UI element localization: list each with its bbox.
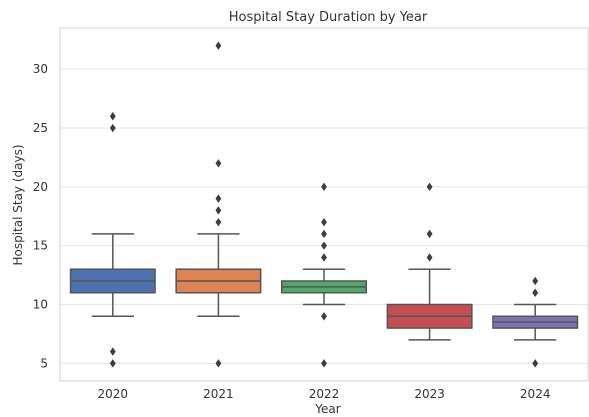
outlier-point bbox=[215, 41, 222, 50]
y-tick-label: 15 bbox=[33, 239, 48, 253]
outlier-point bbox=[109, 347, 116, 356]
outlier-point bbox=[321, 229, 327, 239]
outlier-point bbox=[321, 217, 327, 227]
outlier-point bbox=[215, 194, 222, 203]
y-tick-label: 10 bbox=[33, 298, 48, 312]
y-tick-label: 5 bbox=[40, 356, 48, 370]
outlier-point bbox=[426, 229, 433, 239]
x-tick-label: 2020 bbox=[98, 387, 129, 401]
outlier-point bbox=[426, 253, 433, 262]
x-tick-label: 2024 bbox=[520, 387, 551, 401]
y-tick-labels: 5 10 15 20 25 30 bbox=[33, 62, 48, 370]
outlier-point bbox=[215, 217, 222, 227]
x-tick-label: 2021 bbox=[203, 387, 234, 401]
outlier-point bbox=[321, 182, 327, 192]
x-tick-label: 2022 bbox=[309, 387, 340, 401]
y-axis-title: Hospital Stay (days) bbox=[11, 144, 25, 265]
outlier-point bbox=[532, 276, 539, 286]
outlier-point bbox=[109, 123, 116, 133]
outlier-point bbox=[215, 159, 222, 168]
outlier-point bbox=[215, 359, 222, 368]
box-2023 bbox=[386, 182, 473, 341]
y-tick-label: 20 bbox=[33, 180, 48, 194]
outlier-point bbox=[532, 288, 539, 297]
outlier-point bbox=[109, 359, 116, 368]
box-2024 bbox=[492, 276, 579, 368]
outlier-point bbox=[321, 312, 327, 321]
plot-frame bbox=[59, 27, 589, 382]
box-2022 bbox=[281, 182, 367, 368]
x-tick-labels: 2020 2021 2022 2023 2024 bbox=[98, 387, 551, 401]
outlier-point bbox=[321, 359, 327, 368]
y-tick-label: 30 bbox=[33, 62, 48, 76]
chart-title: Hospital Stay Duration by Year bbox=[229, 10, 428, 25]
outlier-point bbox=[532, 359, 539, 368]
x-axis-title: Year bbox=[314, 402, 340, 416]
outlier-point bbox=[321, 241, 327, 250]
x-tick-label: 2023 bbox=[414, 387, 445, 401]
box-2021 bbox=[175, 41, 262, 368]
y-tick-label: 25 bbox=[33, 121, 48, 135]
boxes bbox=[69, 41, 579, 368]
outlier-point bbox=[109, 112, 116, 121]
box-2020 bbox=[69, 112, 156, 368]
outlier-point bbox=[321, 253, 327, 262]
outlier-point bbox=[215, 206, 222, 215]
outlier-point bbox=[426, 182, 433, 192]
